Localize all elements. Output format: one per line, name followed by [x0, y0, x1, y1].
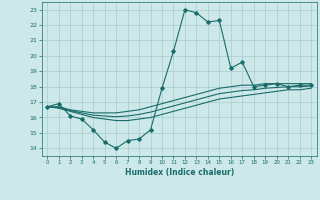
X-axis label: Humidex (Indice chaleur): Humidex (Indice chaleur) [124, 168, 234, 177]
